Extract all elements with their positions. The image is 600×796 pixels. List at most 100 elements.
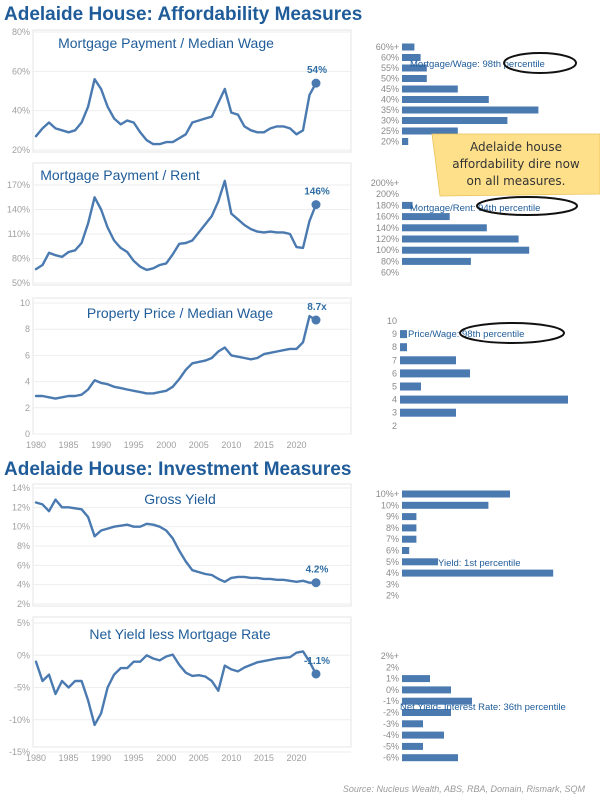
note-line-2: affordability dire now bbox=[452, 157, 580, 171]
histogram-bar bbox=[402, 127, 458, 135]
series-line bbox=[34, 498, 318, 584]
bar-category-label: 8 bbox=[392, 342, 397, 352]
y-tick-label: 8% bbox=[17, 541, 30, 551]
y-tick-label: 2 bbox=[25, 403, 30, 413]
plots-group: 20%40%60%80%Mortgage Payment / Median Wa… bbox=[7, 27, 578, 763]
end-value-label: 8.7x bbox=[307, 302, 327, 313]
histogram-bar bbox=[402, 106, 539, 114]
histogram-bar bbox=[400, 343, 407, 352]
histogram-bar bbox=[402, 85, 458, 93]
y-tick-label: 50% bbox=[12, 278, 30, 288]
series-line bbox=[34, 179, 318, 272]
percentile-annotation: Mortgage/Wage: 98th percentile bbox=[410, 59, 545, 70]
bar-category-label: 3% bbox=[386, 579, 399, 589]
y-tick-label: 4% bbox=[17, 580, 30, 590]
y-tick-label: 2% bbox=[17, 599, 30, 609]
highlight-oval bbox=[476, 196, 578, 216]
x-tick-label: 1995 bbox=[124, 440, 144, 450]
histogram-bar bbox=[402, 569, 554, 577]
x-tick-label: 2000 bbox=[156, 753, 176, 763]
bar-category-label: -3% bbox=[383, 719, 399, 729]
histogram-bar bbox=[400, 356, 456, 365]
bar-category-label: -5% bbox=[383, 741, 399, 751]
y-tick-label: 140% bbox=[7, 205, 30, 215]
histogram-bar bbox=[402, 547, 410, 554]
y-tick-label: 6% bbox=[17, 560, 30, 570]
y-tick-label: 60% bbox=[12, 66, 30, 76]
bar-category-label: 10 bbox=[387, 316, 397, 326]
histogram-bar bbox=[402, 201, 413, 209]
histogram-bar bbox=[402, 224, 487, 232]
histogram-bar bbox=[402, 501, 489, 509]
histogram-bar bbox=[402, 754, 458, 762]
percentile-annotation: Net Yield- Interest Rate: 36th percentil… bbox=[400, 702, 566, 713]
end-value-label: 54% bbox=[307, 65, 327, 76]
end-value-label: 146% bbox=[304, 187, 330, 198]
histogram-bar bbox=[402, 709, 451, 716]
x-tick-label: 2005 bbox=[189, 753, 209, 763]
histogram-bar bbox=[402, 138, 409, 145]
x-tick-label: 1990 bbox=[91, 753, 111, 763]
highlight-oval bbox=[503, 52, 577, 74]
bar-category-label: 200%+ bbox=[371, 178, 399, 188]
x-tick-label: 2020 bbox=[286, 440, 306, 450]
note-line-3: on all measures. bbox=[467, 174, 566, 188]
series-line bbox=[34, 77, 318, 146]
series-line bbox=[34, 314, 318, 400]
histogram-bar bbox=[402, 213, 450, 221]
y-tick-label: 12% bbox=[12, 502, 30, 512]
x-tick-label: 1995 bbox=[124, 753, 144, 763]
bar-category-label: 10% bbox=[381, 500, 399, 510]
bar-category-label: 2% bbox=[386, 591, 399, 601]
source-note: Source: Nucleus Wealth, ABS, RBA, Domain… bbox=[343, 784, 586, 794]
x-tick-label: 1980 bbox=[26, 440, 46, 450]
y-tick-label: 10% bbox=[12, 522, 30, 532]
bar-category-label: 120% bbox=[376, 234, 399, 244]
end-point-marker bbox=[311, 578, 321, 588]
bar-category-label: 8% bbox=[386, 523, 399, 533]
panel-frame bbox=[32, 616, 352, 748]
bar-category-label: 4 bbox=[392, 395, 397, 405]
x-tick-label: 1980 bbox=[26, 753, 46, 763]
bar-category-label: 10%+ bbox=[376, 489, 399, 499]
panel-title: Mortgage Payment / Rent bbox=[40, 167, 200, 183]
histogram-bar bbox=[402, 697, 472, 705]
panel-title: Net Yield less Mortgage Rate bbox=[89, 626, 271, 642]
end-point-marker bbox=[311, 669, 321, 679]
y-tick-label: 170% bbox=[7, 180, 30, 190]
bar-category-label: -4% bbox=[383, 730, 399, 740]
bar-category-label: 80% bbox=[381, 256, 399, 266]
bar-category-label: 0% bbox=[386, 685, 399, 695]
bar-category-label: -6% bbox=[383, 753, 399, 763]
histogram-bar bbox=[402, 96, 489, 103]
histogram-bar bbox=[402, 235, 519, 243]
x-tick-label: 1985 bbox=[59, 440, 79, 450]
y-tick-label: 8 bbox=[25, 324, 30, 334]
x-tick-label: 2010 bbox=[221, 440, 241, 450]
histogram-bar bbox=[402, 513, 417, 521]
bar-category-label: 2% bbox=[386, 662, 399, 672]
histogram-bar bbox=[400, 330, 407, 339]
bar-category-label: 35% bbox=[381, 105, 399, 115]
bar-category-label: 6% bbox=[386, 546, 399, 556]
y-tick-label: -10% bbox=[9, 715, 30, 725]
bar-category-label: 60% bbox=[381, 53, 399, 63]
bar-category-label: 55% bbox=[381, 63, 399, 73]
panel-frame bbox=[32, 483, 352, 607]
bar-category-label: 180% bbox=[376, 200, 399, 210]
bar-category-label: 40% bbox=[381, 95, 399, 105]
bar-category-label: 4% bbox=[386, 568, 399, 578]
bar-category-label: 140% bbox=[376, 223, 399, 233]
histogram-bar bbox=[402, 535, 417, 543]
histogram-bar bbox=[402, 675, 430, 683]
x-tick-label: 1990 bbox=[91, 440, 111, 450]
y-tick-label: 10 bbox=[20, 298, 30, 308]
histogram-bar bbox=[400, 369, 470, 378]
histogram-bar bbox=[400, 408, 456, 417]
histogram-bar bbox=[402, 720, 423, 728]
histogram-bar bbox=[402, 490, 510, 498]
histogram-bar bbox=[400, 382, 421, 391]
bar-category-label: 2 bbox=[392, 421, 397, 431]
sticky-note-background bbox=[431, 133, 600, 197]
y-tick-label: -5% bbox=[14, 683, 30, 693]
